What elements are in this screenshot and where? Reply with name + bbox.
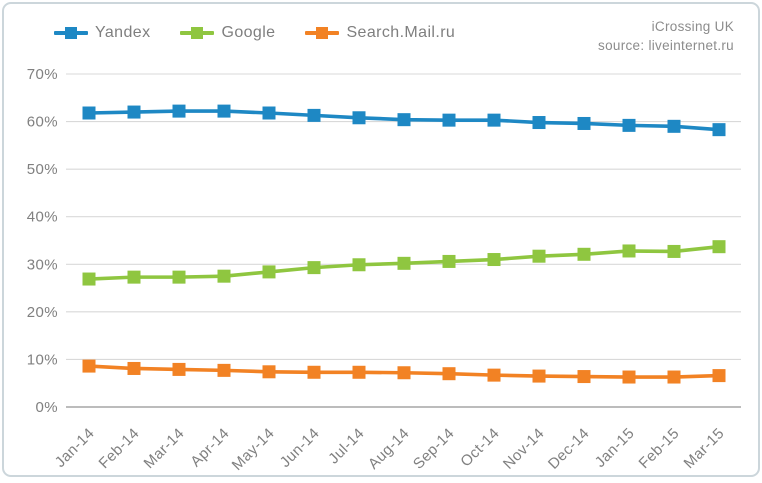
data-point-searchmailru	[172, 362, 186, 376]
chart-frame: 0% 10% 20% 30% 40% 50% 60% 70% Jan-14 Feb-14 Mar-1…	[2, 2, 760, 477]
y-tick-label: 20%	[27, 304, 58, 321]
data-point-yandex	[667, 119, 681, 133]
data-point-google	[262, 265, 276, 279]
data-point-google	[397, 256, 411, 270]
data-point-google	[307, 261, 321, 275]
data-point-google	[622, 244, 636, 258]
data-point-google	[442, 254, 456, 268]
data-point-searchmailru	[667, 370, 681, 384]
x-tick-label: Mar-14	[141, 425, 188, 472]
data-point-yandex	[397, 113, 411, 127]
x-tick-label: Jan-14	[52, 425, 98, 471]
legend-label-google: Google	[221, 24, 276, 41]
yandex-series-marker-icon	[54, 27, 88, 39]
x-tick-label: Jul-14	[325, 425, 368, 468]
data-point-searchmailru	[712, 369, 726, 383]
x-tick-label: Nov-14	[500, 425, 548, 473]
data-point-yandex	[127, 105, 141, 119]
data-point-google	[352, 258, 366, 272]
data-point-yandex	[442, 113, 456, 127]
y-tick-label: 40%	[27, 209, 58, 226]
attribution: iCrossing UK source: liveinternet.ru	[598, 17, 734, 55]
y-tick-label: 10%	[27, 351, 58, 368]
data-point-google	[487, 253, 501, 267]
data-point-yandex	[172, 104, 186, 118]
data-point-google	[82, 272, 96, 286]
legend-label-mailru: Search.Mail.ru	[346, 24, 456, 41]
x-tick-label: Dec-14	[545, 425, 593, 473]
y-tick-label: 30%	[27, 256, 58, 273]
y-tick-label: 50%	[27, 161, 58, 178]
google-series-marker-icon	[180, 27, 215, 39]
data-point-searchmailru	[577, 370, 591, 384]
data-point-yandex	[622, 118, 636, 132]
legend-item-yandex: Yandex	[54, 24, 150, 42]
legend-label-yandex: Yandex	[95, 24, 151, 41]
legend-item-mailru: Search.Mail.ru	[305, 24, 455, 42]
x-tick-label: May-14	[229, 425, 278, 474]
mailru-series-marker-icon	[305, 27, 340, 39]
brand-text: iCrossing UK	[651, 19, 734, 34]
legend: Yandex Google Search.Mail.ru	[54, 24, 455, 42]
data-point-google	[712, 240, 726, 254]
x-tick-label: Oct-14	[457, 425, 503, 471]
x-tick-label: Aug-14	[365, 425, 413, 473]
data-point-yandex	[487, 113, 501, 127]
y-tick-label: 60%	[27, 114, 58, 131]
data-point-google	[577, 247, 591, 261]
chart-svg: 0%10%20%30%40%50%60%70%Jan-14Feb-14Mar-1…	[27, 66, 741, 474]
data-point-yandex	[262, 106, 276, 120]
data-point-yandex	[577, 116, 591, 130]
data-point-searchmailru	[532, 369, 546, 383]
data-point-searchmailru	[352, 365, 366, 379]
data-point-searchmailru	[307, 365, 321, 379]
data-point-yandex	[712, 123, 726, 137]
legend-item-google: Google	[180, 24, 275, 42]
y-tick-label: 70%	[27, 66, 58, 83]
data-point-yandex	[217, 104, 231, 118]
data-point-searchmailru	[82, 359, 96, 373]
x-tick-label: Apr-14	[187, 425, 233, 471]
source-text: source: liveinternet.ru	[598, 38, 734, 53]
data-point-google	[217, 269, 231, 283]
x-tick-label: Jan-15	[592, 425, 638, 471]
x-tick-label: Feb-15	[635, 425, 682, 472]
x-tick-label: Feb-14	[95, 425, 142, 472]
data-point-searchmailru	[622, 370, 636, 384]
x-tick-label: Jun-14	[277, 425, 323, 471]
data-point-yandex	[82, 106, 96, 120]
x-tick-label: Mar-15	[681, 425, 728, 472]
data-point-google	[172, 270, 186, 284]
data-point-google	[532, 249, 546, 263]
data-point-yandex	[307, 108, 321, 122]
data-point-searchmailru	[127, 361, 141, 375]
data-point-google	[127, 270, 141, 284]
data-point-searchmailru	[262, 365, 276, 379]
data-point-searchmailru	[487, 368, 501, 382]
y-tick-label: 0%	[36, 399, 58, 416]
data-point-searchmailru	[217, 363, 231, 377]
data-point-searchmailru	[397, 366, 411, 380]
data-point-yandex	[532, 116, 546, 130]
x-tick-label: Sep-14	[410, 425, 458, 473]
data-point-google	[667, 244, 681, 258]
data-point-searchmailru	[442, 367, 456, 381]
data-point-yandex	[352, 111, 366, 125]
